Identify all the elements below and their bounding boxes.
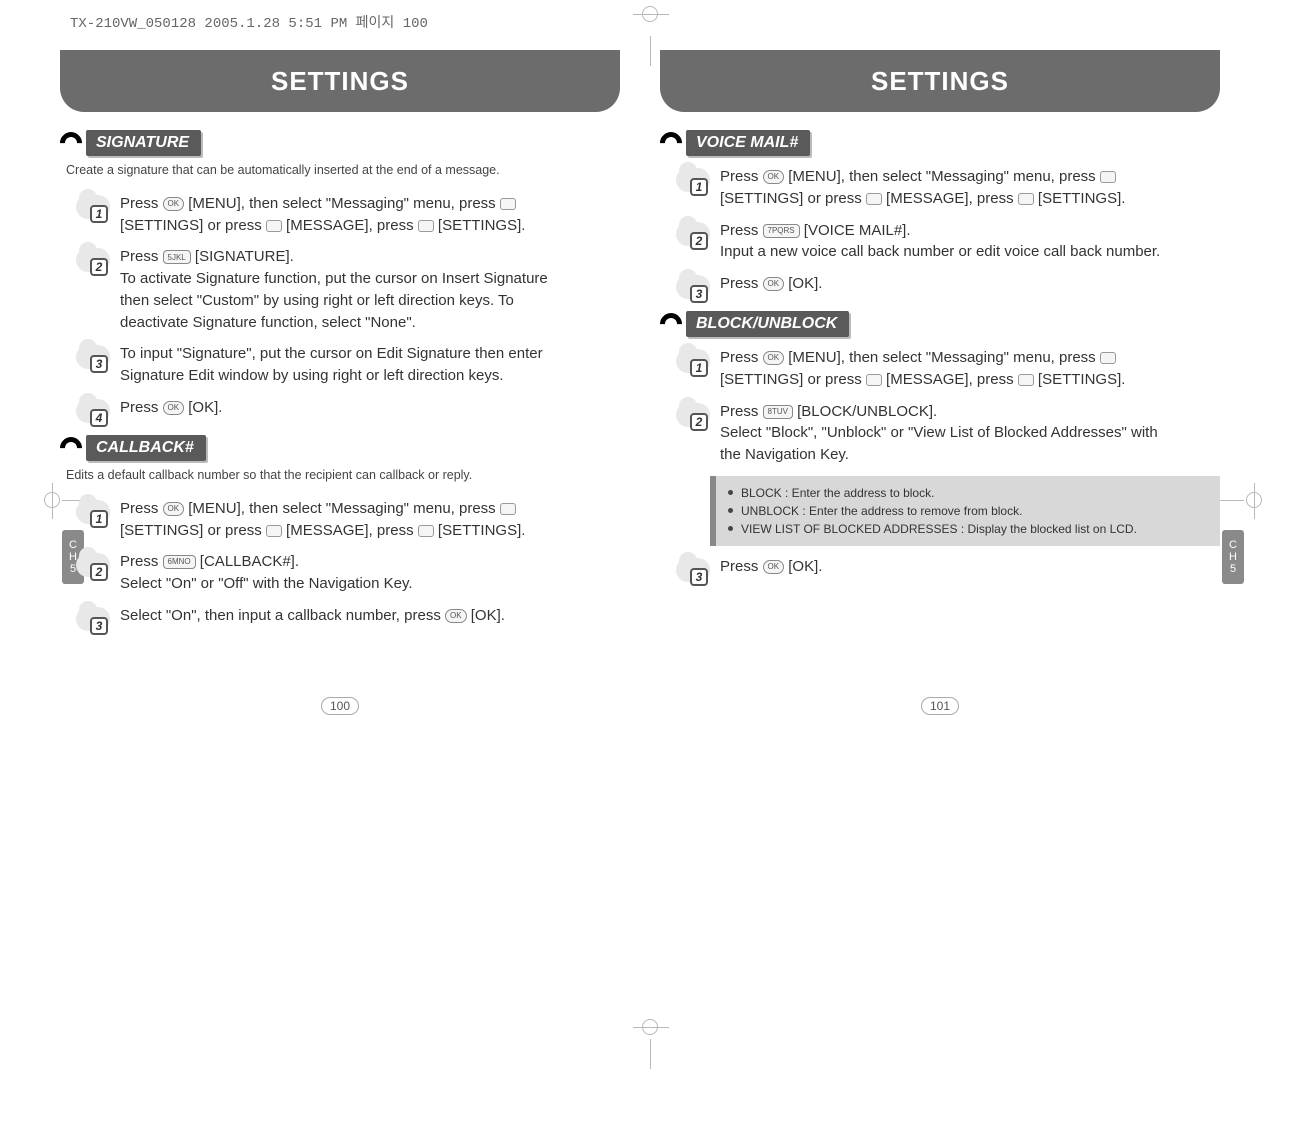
step-number-badge: 2 — [76, 246, 110, 274]
page-spread: SETTINGS SIGNATURE Create a signature tha… — [0, 0, 1306, 643]
crop-mark — [650, 1039, 651, 1069]
step-row: 4 Press OK [OK]. — [76, 397, 620, 425]
step-text: To input "Signature", put the cursor on … — [120, 343, 580, 387]
left-page: SETTINGS SIGNATURE Create a signature tha… — [60, 50, 620, 643]
step-text: Press 7PQRS [VOICE MAIL#].Input a new vo… — [720, 220, 1160, 264]
bullet-dot-icon — [728, 490, 733, 495]
step-text: Press OK [OK]. — [120, 397, 222, 419]
step-text: Press 6MNO [CALLBACK#].Select "On" or "O… — [120, 551, 413, 595]
step-row: 2 Press 8TUV [BLOCK/UNBLOCK].Select "Blo… — [676, 401, 1220, 466]
step-number-badge: 1 — [76, 193, 110, 221]
page-header-title: SETTINGS — [271, 66, 409, 97]
bullet-icon — [55, 127, 86, 158]
bullet-dot-icon — [728, 526, 733, 531]
step-text: Press OK [MENU], then select "Messaging"… — [120, 498, 580, 542]
step-number-badge: 3 — [676, 273, 710, 301]
step-row: 3 Press OK [OK]. — [676, 273, 1220, 301]
bullet-dot-icon — [728, 508, 733, 513]
section-label: SIGNATURE — [60, 130, 620, 156]
step-number-badge: 2 — [76, 551, 110, 579]
bullet-icon — [655, 127, 686, 158]
section-intro: Create a signature that can be automatic… — [66, 162, 620, 179]
step-row: 1 Press OK [MENU], then select "Messagin… — [76, 498, 620, 542]
step-text: Press OK [MENU], then select "Messaging"… — [720, 166, 1180, 210]
right-page: SETTINGS VOICE MAIL# 1 Press OK [MENU], … — [660, 50, 1220, 643]
page-header-title: SETTINGS — [871, 66, 1009, 97]
info-line: VIEW LIST OF BLOCKED ADDRESSES : Display… — [741, 520, 1137, 538]
step-row: 3 Press OK [OK]. — [676, 556, 1220, 584]
section-title: BLOCK/UNBLOCK — [686, 311, 849, 337]
file-path-header: TX-210VW_050128 2005.1.28 5:51 PM 페이지 10… — [70, 12, 428, 32]
page-header: SETTINGS — [660, 50, 1220, 112]
page-number: 100 — [321, 699, 359, 713]
step-number-badge: 2 — [676, 220, 710, 248]
step-number-badge: 3 — [76, 605, 110, 633]
step-row: 2 Press 5JKL [SIGNATURE].To activate Sig… — [76, 246, 620, 333]
section-title: VOICE MAIL# — [686, 130, 810, 156]
crop-mark — [650, 36, 651, 66]
crop-mark — [1246, 492, 1262, 508]
bullet-icon — [655, 308, 686, 339]
step-number-badge: 1 — [676, 347, 710, 375]
step-text: Press 5JKL [SIGNATURE].To activate Signa… — [120, 246, 580, 333]
section-title: SIGNATURE — [86, 130, 201, 156]
step-text: Press OK [OK]. — [720, 273, 822, 295]
step-row: 3 To input "Signature", put the cursor o… — [76, 343, 620, 387]
crop-mark — [44, 492, 60, 508]
info-box: BLOCK : Enter the address to block.UNBLO… — [710, 476, 1220, 546]
crop-mark — [642, 1019, 658, 1035]
step-text: Press OK [OK]. — [720, 556, 822, 578]
step-text: Press OK [MENU], then select "Messaging"… — [120, 193, 580, 237]
section-intro: Edits a default callback number so that … — [66, 467, 620, 484]
step-text: Press OK [MENU], then select "Messaging"… — [720, 347, 1180, 391]
step-number-badge: 2 — [676, 401, 710, 429]
step-number-badge: 1 — [676, 166, 710, 194]
step-row: 1 Press OK [MENU], then select "Messagin… — [76, 193, 620, 237]
crop-mark — [642, 6, 658, 22]
section-title: CALLBACK# — [86, 435, 206, 461]
step-row: 1 Press OK [MENU], then select "Messagin… — [676, 166, 1220, 210]
step-number-badge: 3 — [676, 556, 710, 584]
bullet-icon — [55, 432, 86, 463]
info-line: UNBLOCK : Enter the address to remove fr… — [741, 502, 1022, 520]
step-row: 3 Select "On", then input a callback num… — [76, 605, 620, 633]
page-header: SETTINGS — [60, 50, 620, 112]
section-label: CALLBACK# — [60, 435, 620, 461]
step-row: 2 Press 7PQRS [VOICE MAIL#].Input a new … — [676, 220, 1220, 264]
section-label: VOICE MAIL# — [660, 130, 1220, 156]
info-line: BLOCK : Enter the address to block. — [741, 484, 934, 502]
step-number-badge: 4 — [76, 397, 110, 425]
step-number-badge: 1 — [76, 498, 110, 526]
step-row: 1 Press OK [MENU], then select "Messagin… — [676, 347, 1220, 391]
section-label: BLOCK/UNBLOCK — [660, 311, 1220, 337]
step-text: Press 8TUV [BLOCK/UNBLOCK].Select "Block… — [720, 401, 1180, 466]
step-number-badge: 3 — [76, 343, 110, 371]
chapter-tab-right: CH5 — [1222, 530, 1244, 584]
step-row: 2 Press 6MNO [CALLBACK#].Select "On" or … — [76, 551, 620, 595]
page-number: 101 — [921, 699, 959, 713]
step-text: Select "On", then input a callback numbe… — [120, 605, 505, 627]
